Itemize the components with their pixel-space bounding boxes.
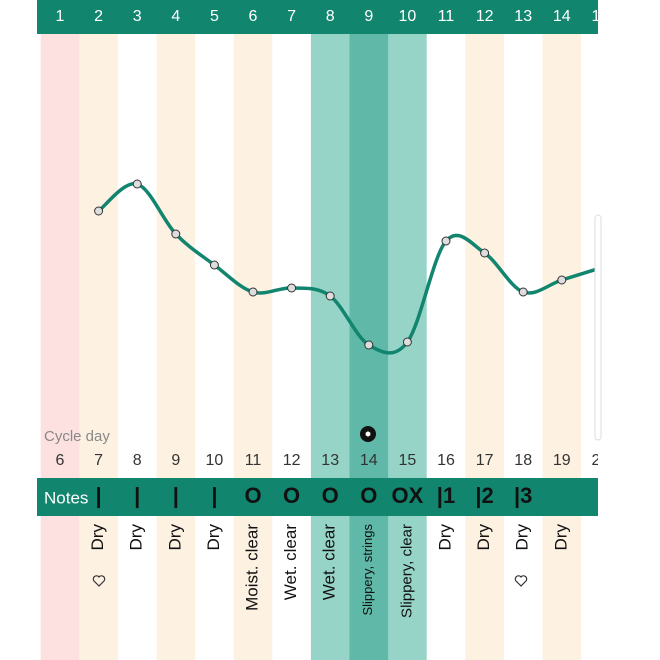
note-mark: O	[244, 483, 261, 508]
cycle-day: 12	[283, 452, 301, 469]
header-day: 10	[399, 8, 417, 25]
observation: Dry	[513, 524, 532, 551]
note-mark: |3	[514, 483, 532, 508]
header-day: 15	[592, 8, 610, 25]
temperature-point	[364, 340, 374, 350]
header-bar	[37, 0, 598, 34]
note-mark: O	[283, 483, 300, 508]
header-day: 8	[326, 8, 335, 25]
header-day: 1	[56, 8, 65, 25]
cycle-day: 18	[514, 452, 532, 469]
cycle-day: 14	[360, 452, 378, 469]
header-day: 12	[476, 8, 494, 25]
note-mark: |	[96, 483, 102, 508]
cycle-day-label: Cycle day	[44, 428, 110, 445]
cycle-day: 15	[399, 452, 417, 469]
day-column	[388, 34, 428, 660]
heart-icon	[92, 575, 106, 587]
day-column	[426, 34, 466, 660]
observation: Wet. clear	[281, 524, 300, 601]
notes-label: Notes	[44, 488, 88, 507]
temperature-point	[518, 287, 528, 297]
observation: Slippery, clear	[398, 524, 415, 618]
day-column	[272, 34, 312, 660]
day-column	[195, 34, 235, 660]
header-day: 6	[249, 8, 258, 25]
note-mark: O	[360, 483, 377, 508]
cycle-day: 9	[171, 452, 180, 469]
header-day: 4	[171, 8, 180, 25]
note-mark: |1	[437, 483, 455, 508]
scroll-handle[interactable]	[594, 214, 602, 441]
header-day: 7	[287, 8, 296, 25]
day-column	[310, 34, 350, 660]
note-mark: OX	[392, 483, 424, 508]
header-day: 5	[210, 8, 219, 25]
observation: Dry	[551, 524, 570, 551]
cycle-day: 19	[553, 452, 571, 469]
temperature-point	[557, 275, 567, 285]
heart-icon	[514, 575, 528, 587]
temperature-point	[248, 287, 258, 297]
temperature-point	[402, 337, 412, 347]
cycle-day: 11	[245, 452, 262, 469]
cycle-day: 10	[206, 452, 224, 469]
note-mark: |	[134, 483, 140, 508]
header-day: 3	[133, 8, 142, 25]
cycle-day: 16	[437, 452, 455, 469]
temperature-point	[287, 283, 297, 293]
day-column	[40, 34, 80, 660]
temperature-point	[94, 206, 104, 216]
temperature-point	[441, 236, 451, 246]
header-day: 9	[364, 8, 373, 25]
observation: Wet. clear	[320, 524, 339, 601]
columns	[40, 34, 598, 660]
day-column	[156, 34, 196, 660]
cycle-day: 20	[592, 452, 610, 469]
note-mark: |2	[475, 483, 493, 508]
note-mark: |	[211, 483, 217, 508]
header-day: 14	[553, 8, 571, 25]
observation: Dry	[435, 524, 454, 551]
cycle-day: 8	[133, 452, 142, 469]
day-column	[465, 34, 505, 660]
observation: Dry	[204, 524, 223, 551]
observation: Dry	[88, 524, 107, 551]
observation: Slippery, strings	[360, 524, 375, 616]
peak-icon	[360, 426, 376, 442]
temperature-point	[132, 179, 142, 189]
temperature-point	[209, 260, 219, 270]
day-column	[79, 34, 119, 660]
observation: Dry	[474, 524, 493, 551]
observation: Moist. clear	[242, 524, 261, 611]
note-mark: O	[322, 483, 339, 508]
temperature-point	[171, 229, 181, 239]
observation: Dry	[127, 524, 146, 551]
temperature-point	[325, 291, 335, 301]
day-column	[233, 34, 273, 660]
observation: Dry	[165, 524, 184, 551]
notes-bar	[37, 478, 598, 516]
cycle-day: 7	[94, 452, 103, 469]
cycle-day: 6	[56, 452, 65, 469]
cycle-day: 13	[321, 452, 339, 469]
note-mark: |	[173, 483, 179, 508]
day-column	[117, 34, 157, 660]
header-day: 2	[94, 8, 103, 25]
header-day: 13	[514, 8, 532, 25]
cycle-day: 17	[476, 452, 494, 469]
header-day: 11	[438, 8, 455, 25]
day-column	[542, 34, 582, 660]
day-column	[503, 34, 543, 660]
temperature-point	[480, 248, 490, 258]
